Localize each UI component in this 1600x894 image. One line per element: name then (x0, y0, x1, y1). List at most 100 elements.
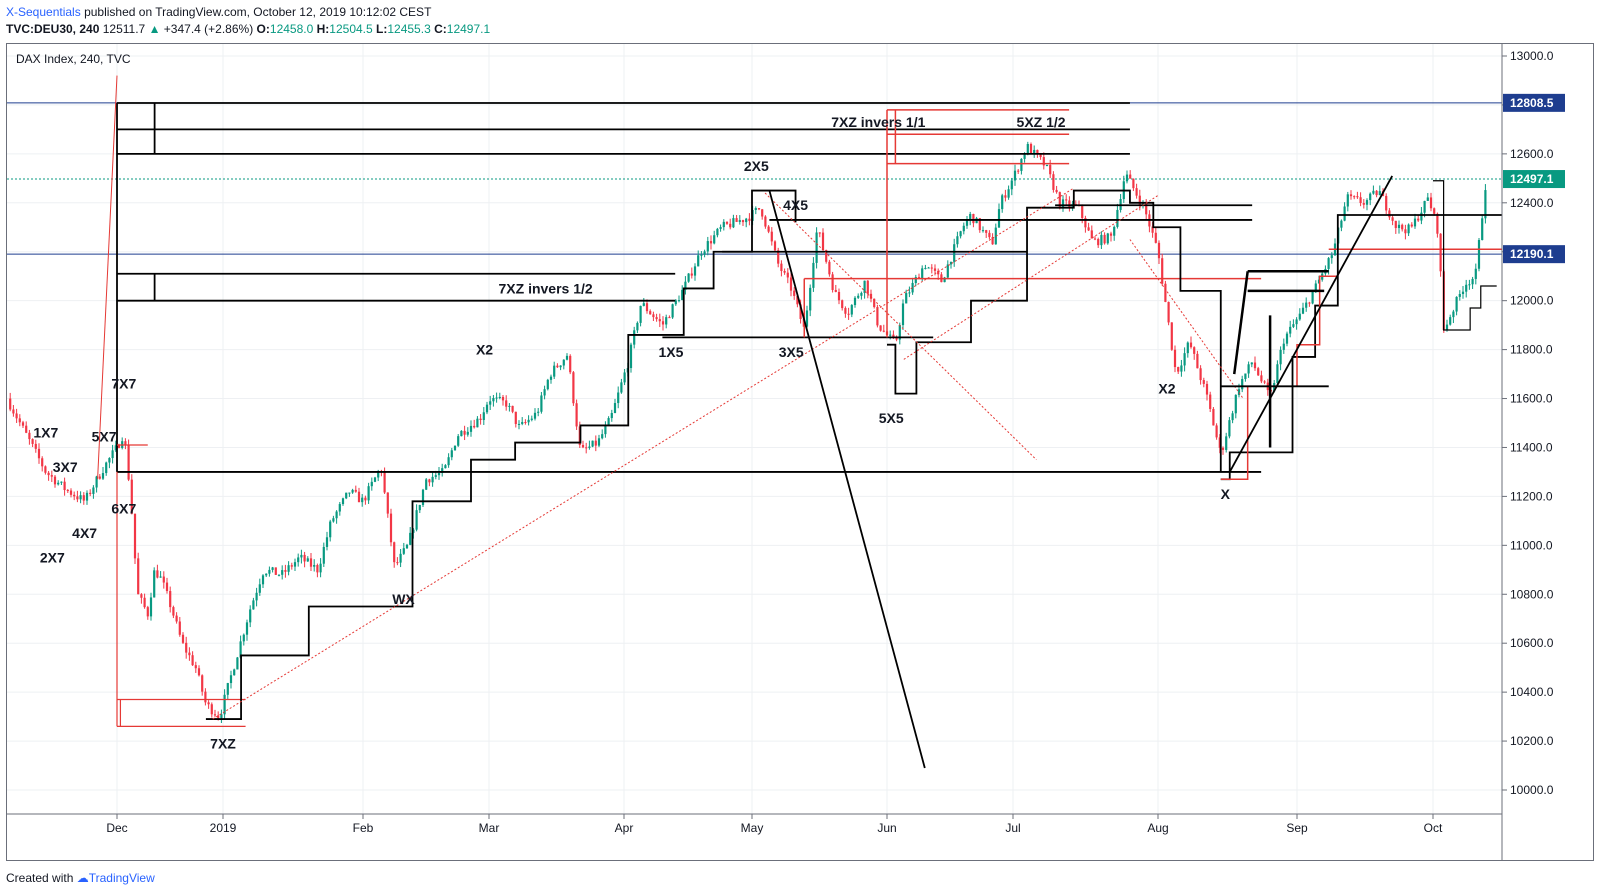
candle-body (1241, 379, 1244, 390)
candle-body (617, 392, 620, 404)
candle-body (364, 497, 367, 501)
candle-body (1362, 203, 1365, 205)
x-tick-label: Feb (353, 821, 374, 835)
candle-body (1458, 294, 1461, 297)
candle-body (268, 569, 271, 574)
candle-body (1039, 154, 1042, 158)
candle-body (1100, 234, 1103, 246)
candle-body (501, 396, 505, 401)
candle-body (818, 232, 821, 234)
candle-body (1170, 322, 1173, 350)
candle-body (879, 325, 882, 331)
candle-body (908, 292, 911, 294)
drawings (97, 75, 1502, 769)
candle-body (783, 271, 786, 273)
candle-body (553, 365, 556, 377)
tradingview-brand[interactable]: TradingView (88, 871, 155, 885)
candle-body (1260, 375, 1263, 382)
candle-body (997, 209, 1001, 228)
candle-body (658, 319, 661, 322)
candle-body (1026, 143, 1029, 155)
candle-body (236, 657, 239, 670)
candle-body (745, 218, 748, 223)
candle-body (1001, 195, 1004, 210)
candle-body (322, 546, 325, 564)
candle-body (809, 287, 812, 311)
candle-body (1308, 302, 1311, 304)
candle-body (79, 495, 82, 500)
candle-body (441, 468, 444, 473)
change-value: +347.4 (+2.86%) (163, 22, 254, 36)
candle-body (1129, 174, 1132, 179)
candle-body (1097, 239, 1100, 246)
candle-body (959, 231, 962, 237)
candle-body (857, 295, 860, 298)
candle-body (661, 321, 665, 325)
candle-body (905, 293, 908, 304)
candle-body (249, 609, 252, 623)
candle-body (1093, 238, 1097, 240)
candle-body (245, 622, 249, 635)
candle-body (1285, 333, 1289, 344)
candle-body (210, 704, 213, 715)
price-mark-label: 12497.1 (1510, 172, 1554, 186)
candle-body (482, 412, 485, 421)
author-link[interactable]: X-Sequentials (6, 5, 81, 19)
candle-body (290, 565, 293, 567)
pattern-label: 3X7 (53, 459, 78, 475)
annotations: 1X7 5X7 3X7 7X7 6X7 4X7 2X7 7XZ WX X2 7XZ invers 1… (33, 114, 1230, 751)
candle-body (47, 472, 50, 476)
candle-body (396, 562, 399, 564)
candle-body (1029, 143, 1033, 154)
candle-body (1426, 197, 1429, 201)
candle-body (1103, 234, 1106, 244)
candle-body (748, 218, 751, 221)
created-with-text: Created with (6, 871, 74, 885)
candle-body (965, 219, 969, 226)
candle-body (140, 594, 143, 598)
last-price: 12511.7 (102, 22, 146, 36)
candle-body (898, 325, 901, 340)
pattern-label: X2 (476, 341, 493, 357)
candle-body (338, 504, 341, 512)
candle-body (1375, 190, 1378, 196)
candle-body (866, 280, 869, 294)
candle-body (41, 458, 44, 467)
candle-body (764, 216, 767, 227)
candle-body (127, 444, 130, 480)
candle-body (1305, 302, 1308, 308)
candle-body (1215, 425, 1218, 438)
x-axis: Dec 2019 Feb Mar Apr May Jun Jul Aug Sep Oct (106, 814, 1443, 835)
price-chart[interactable]: 1X7 5X7 3X7 7X7 6X7 4X7 2X7 7XZ WX X2 7XZ invers 1… (7, 44, 1593, 860)
candle-body (754, 208, 757, 210)
candle-body (281, 570, 284, 575)
candle-body (543, 389, 546, 396)
candle-body (373, 477, 377, 482)
candle-body (1455, 296, 1458, 312)
candle-body (15, 413, 18, 419)
candle-body (377, 471, 380, 478)
candle-body (1065, 199, 1068, 201)
candle-body (844, 308, 847, 314)
candle-body (1164, 283, 1167, 302)
candle-body (409, 532, 412, 545)
candle-body (572, 372, 575, 404)
candle-body (533, 412, 537, 419)
candle-body (405, 544, 409, 549)
candle-body (847, 313, 850, 315)
candle-body (1468, 284, 1471, 286)
candle-body (277, 574, 281, 576)
candle-body (738, 220, 741, 222)
candle-body (1045, 164, 1049, 166)
candle-body (530, 418, 533, 420)
candle-body (1420, 212, 1423, 221)
candle-body (117, 445, 121, 448)
price-mark-badge (1503, 93, 1565, 112)
candle-body (89, 492, 92, 494)
candle-body (223, 694, 226, 715)
low-label: L: (376, 22, 388, 36)
candle-body (1289, 326, 1292, 334)
symbol-name: TVC:DEU30, 240 (6, 22, 100, 36)
candle-body (1340, 220, 1343, 228)
candle-body (876, 307, 879, 326)
